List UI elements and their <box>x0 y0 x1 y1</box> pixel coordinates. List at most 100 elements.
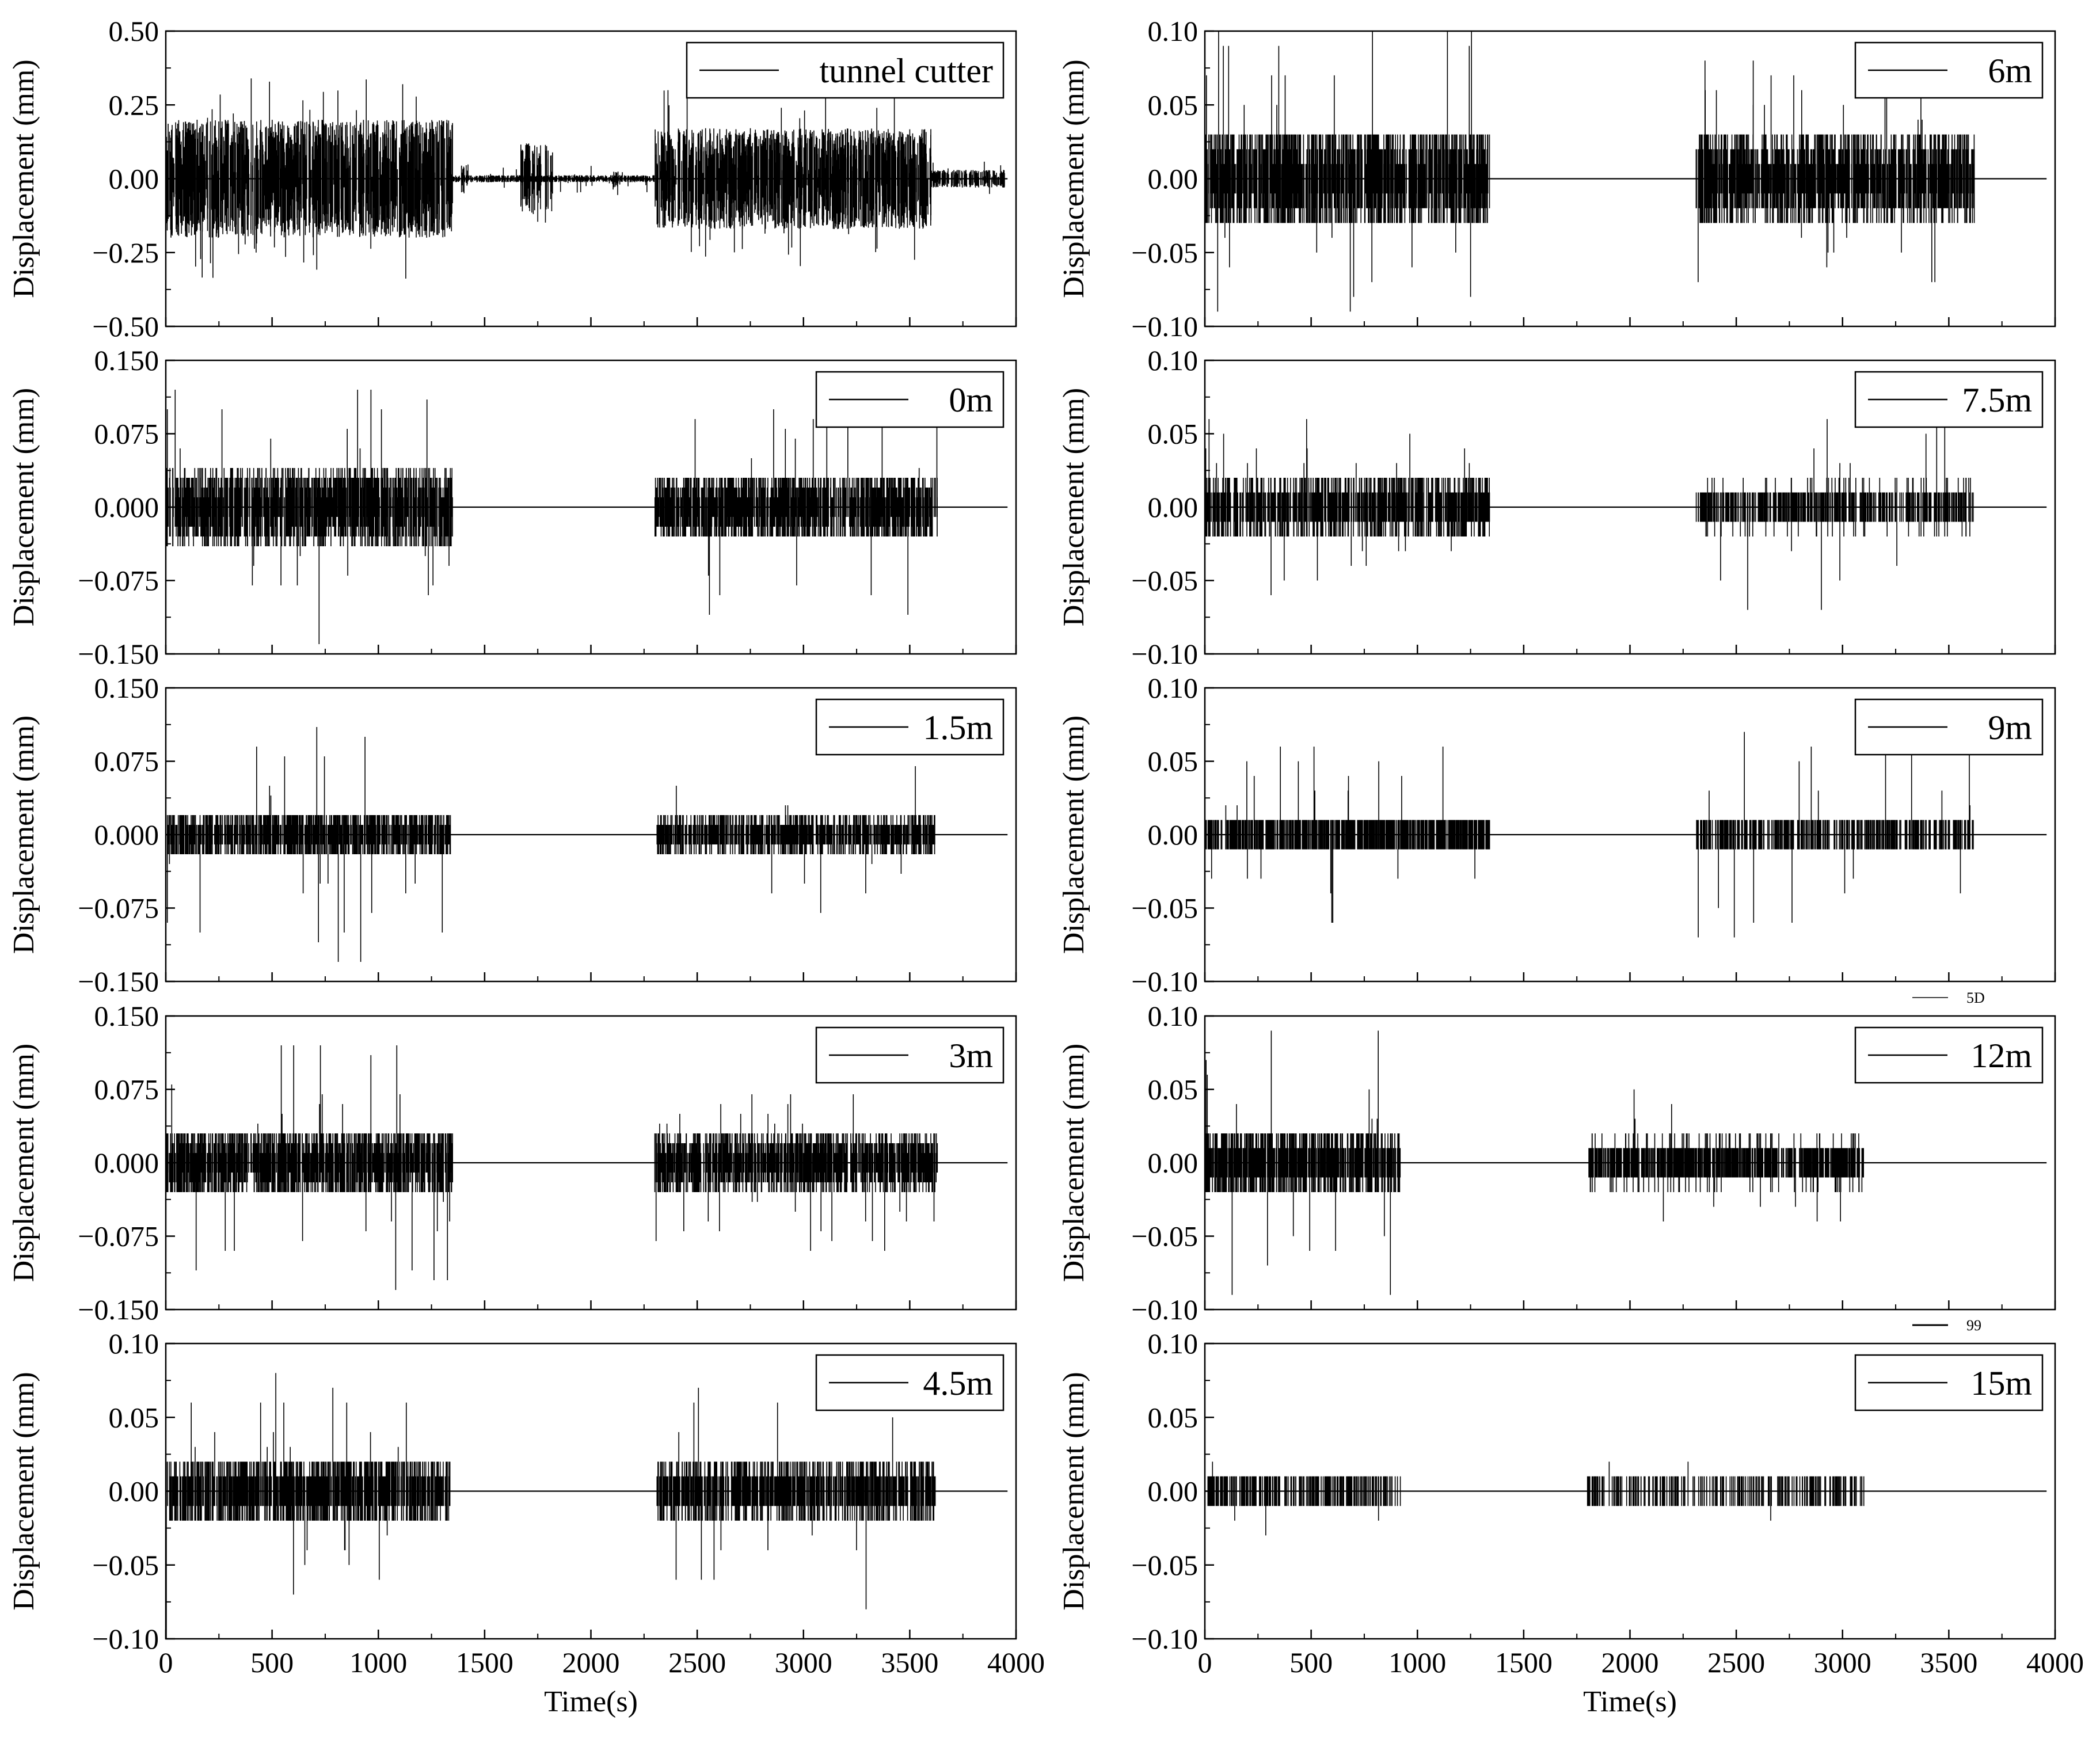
x-tick-label: 1000 <box>349 1646 407 1679</box>
y-tick-label: 0.075 <box>94 745 159 778</box>
x-tick-label: 3500 <box>1920 1646 1977 1679</box>
y-tick-label: 0.000 <box>94 491 159 523</box>
y-tick-label: 0.00 <box>1148 1475 1199 1508</box>
x-tick-label: 500 <box>1289 1646 1333 1679</box>
y-tick-label: −0.05 <box>1131 565 1198 597</box>
x-tick-label: 1500 <box>456 1646 513 1679</box>
y-tick-label: 0.10 <box>1148 344 1199 376</box>
y-tick-label: 0.10 <box>1148 1000 1199 1032</box>
legend-label: 9m <box>1988 709 2032 747</box>
y-tick-label: −0.05 <box>1131 1220 1198 1253</box>
y-tick-label: 0.00 <box>1148 491 1199 523</box>
legend: 4.5m <box>815 1354 1005 1411</box>
y-tick-label: 0.10 <box>1148 672 1199 704</box>
y-tick-label: 0.50 <box>109 15 159 47</box>
y-tick-label: −0.075 <box>78 892 159 924</box>
y-axis-title: Displacement (mm) <box>7 1372 40 1610</box>
legend: 15m <box>1854 1354 2044 1411</box>
y-tick-label: 0.05 <box>109 1401 159 1433</box>
legend: tunnel cutter <box>686 41 1005 99</box>
x-tick-label: 500 <box>250 1646 294 1679</box>
y-axis-title: Displacement (mm) <box>7 1044 40 1282</box>
x-tick-label: 1000 <box>1388 1646 1446 1679</box>
legend-label: 4.5m <box>923 1364 993 1402</box>
y-tick-label: −0.10 <box>1131 310 1198 342</box>
y-tick-label: 0.10 <box>1148 15 1199 47</box>
panel-4-5m: −0.10 −0.05 0.00 0.05 0.10 0 500 1000 1500 2000 25… <box>7 1327 1045 1718</box>
y-tick-label: 0.00 <box>109 1475 159 1508</box>
y-tick-label: −0.25 <box>92 237 159 269</box>
legend: 3m <box>815 1026 1005 1084</box>
y-axis-title: Displacement (mm) <box>7 59 40 298</box>
displacement-trace <box>1205 31 1975 312</box>
x-axis-title: Time(s) <box>544 1685 638 1718</box>
displacement-trace <box>1205 732 1974 938</box>
y-tick-label: −0.075 <box>78 1220 159 1253</box>
panel-12m: −0.10 −0.05 0.00 0.05 0.10 Displacement (mm) 1… <box>1057 1000 2056 1326</box>
y-tick-label: −0.10 <box>1131 965 1198 998</box>
x-tick-label: 3500 <box>881 1646 938 1679</box>
y-axis-title: Displacement (mm) <box>1057 1372 1090 1610</box>
y-tick-label: −0.150 <box>78 1293 159 1326</box>
y-tick-label: −0.10 <box>1131 1623 1198 1655</box>
y-tick-label: −0.50 <box>92 310 159 342</box>
legend-label: 7.5m <box>1962 381 2032 419</box>
x-tick-label: 2500 <box>668 1646 726 1679</box>
y-tick-label: 0.25 <box>109 89 159 121</box>
x-tick-label: 4000 <box>987 1646 1045 1679</box>
panel-15m: −0.10 −0.05 0.00 0.05 0.10 0 500 1000 1500 2000 25… <box>1057 1327 2084 1718</box>
legend-label: 12m <box>1970 1037 2032 1075</box>
legend: 12m <box>1854 1026 2044 1084</box>
y-tick-label: −0.05 <box>1131 1549 1198 1581</box>
x-tick-label: 1500 <box>1495 1646 1553 1679</box>
legend-label: tunnel cutter <box>819 52 993 90</box>
legend: 0m <box>815 371 1005 428</box>
y-tick-label: 0.00 <box>1148 1147 1199 1179</box>
y-tick-label: 0.075 <box>94 418 159 450</box>
displacement-trace <box>166 390 938 644</box>
stray-label: 99 <box>1966 1317 1981 1334</box>
x-tick-label: 2000 <box>1601 1646 1659 1679</box>
y-tick-label: −0.150 <box>78 965 159 998</box>
y-tick-label: 0.150 <box>94 1000 159 1032</box>
y-tick-label: 0.150 <box>94 344 159 376</box>
legend-label: 3m <box>949 1037 993 1075</box>
y-tick-label: 0.000 <box>94 819 159 851</box>
y-tick-label: −0.150 <box>78 638 159 670</box>
legend-label: 15m <box>1970 1364 2032 1402</box>
legend: 6m <box>1854 41 2044 99</box>
y-tick-label: 0.00 <box>1148 819 1199 851</box>
y-axis-title: Displacement (mm) <box>7 716 40 954</box>
panel-3m: −0.150 −0.075 0.000 0.075 0.150 Displacement … <box>7 1000 1017 1326</box>
legend-label: 1.5m <box>923 709 993 747</box>
displacement-trace <box>166 727 935 962</box>
panel-0m: −0.150 −0.075 0.000 0.075 0.150 Displacement … <box>7 344 1017 670</box>
displacement-trace <box>1205 1462 1865 1536</box>
y-axis-title: Displacement (mm) <box>1057 59 1090 298</box>
y-tick-label: 0.10 <box>109 1327 159 1360</box>
displacement-trace <box>166 1045 938 1290</box>
displacement-trace <box>1205 419 1974 610</box>
y-tick-label: −0.05 <box>1131 892 1198 924</box>
y-axis-title: Displacement (mm) <box>1057 716 1090 954</box>
panel-1-5m: −0.150 −0.075 0.000 0.075 0.150 Displacement … <box>7 672 1017 998</box>
y-tick-label: −0.10 <box>92 1623 159 1655</box>
y-tick-label: 0.05 <box>1148 745 1199 778</box>
y-tick-label: 0.05 <box>1148 1074 1199 1106</box>
stray-label: 5D <box>1966 990 1985 1006</box>
x-tick-label: 4000 <box>2026 1646 2084 1679</box>
y-tick-label: 0.05 <box>1148 418 1199 450</box>
x-tick-label: 3000 <box>775 1646 832 1679</box>
y-tick-label: −0.10 <box>1131 638 1198 670</box>
y-tick-label: −0.10 <box>1131 1293 1198 1326</box>
y-tick-label: 0.150 <box>94 672 159 704</box>
y-tick-label: 0.00 <box>1148 163 1199 195</box>
y-tick-label: −0.075 <box>78 565 159 597</box>
x-tick-label: 0 <box>159 1646 173 1679</box>
legend: 7.5m <box>1854 371 2044 428</box>
x-axis-title: Time(s) <box>1583 1685 1677 1718</box>
y-tick-label: −0.05 <box>92 1549 159 1581</box>
legend: 1.5m <box>815 698 1005 756</box>
y-axis-title: Displacement (mm) <box>1057 1044 1090 1282</box>
